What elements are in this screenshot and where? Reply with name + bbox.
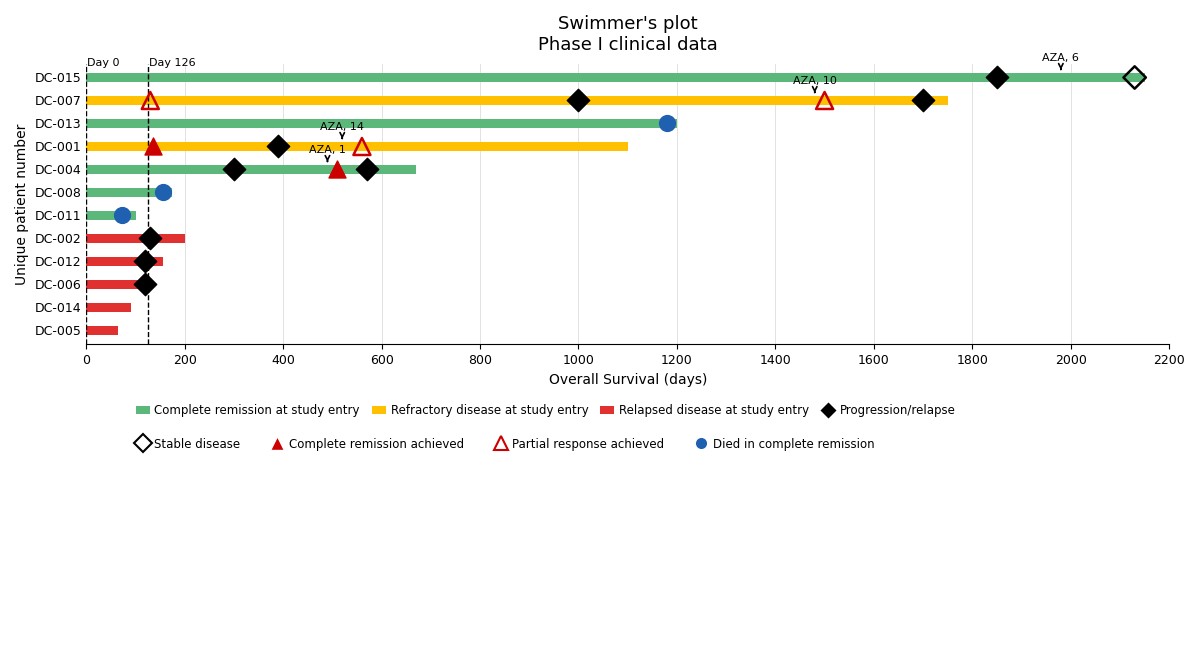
- Bar: [86, 303, 131, 312]
- Text: Day 126: Day 126: [149, 58, 196, 68]
- Point: [152, 187, 172, 198]
- Bar: [86, 119, 677, 128]
- Point: [913, 95, 932, 106]
- Text: AZA, 14: AZA, 14: [320, 123, 365, 138]
- Text: Day 0: Day 0: [88, 58, 120, 68]
- Bar: [86, 142, 628, 151]
- Y-axis label: Unique patient number: Unique patient number: [14, 123, 29, 285]
- Point: [112, 211, 131, 221]
- Point: [143, 141, 162, 152]
- Bar: [86, 211, 136, 220]
- Point: [140, 95, 160, 106]
- Point: [328, 164, 347, 175]
- Bar: [86, 326, 119, 335]
- Bar: [86, 73, 1145, 82]
- Point: [353, 141, 372, 152]
- Point: [358, 164, 377, 175]
- Point: [136, 256, 155, 267]
- Bar: [86, 96, 948, 105]
- Point: [658, 118, 677, 128]
- Text: AZA, 10: AZA, 10: [793, 76, 836, 92]
- Text: AZA, 6: AZA, 6: [1043, 53, 1079, 69]
- Point: [224, 164, 244, 175]
- Point: [815, 95, 834, 106]
- Text: AZA, 1: AZA, 1: [310, 145, 346, 161]
- Title: Swimmer's plot
Phase I clinical data: Swimmer's plot Phase I clinical data: [538, 15, 718, 54]
- Bar: [86, 257, 162, 266]
- Bar: [86, 165, 416, 174]
- Point: [1126, 72, 1145, 83]
- Bar: [86, 234, 185, 243]
- X-axis label: Overall Survival (days): Overall Survival (days): [548, 372, 707, 387]
- Point: [140, 233, 160, 244]
- Point: [269, 141, 288, 152]
- Legend: Stable disease, Complete remission achieved, Partial response achieved, Died in : Stable disease, Complete remission achie…: [136, 437, 875, 451]
- Bar: [86, 188, 173, 197]
- Point: [988, 72, 1007, 83]
- Point: [569, 95, 588, 106]
- Point: [136, 279, 155, 289]
- Bar: [86, 280, 150, 289]
